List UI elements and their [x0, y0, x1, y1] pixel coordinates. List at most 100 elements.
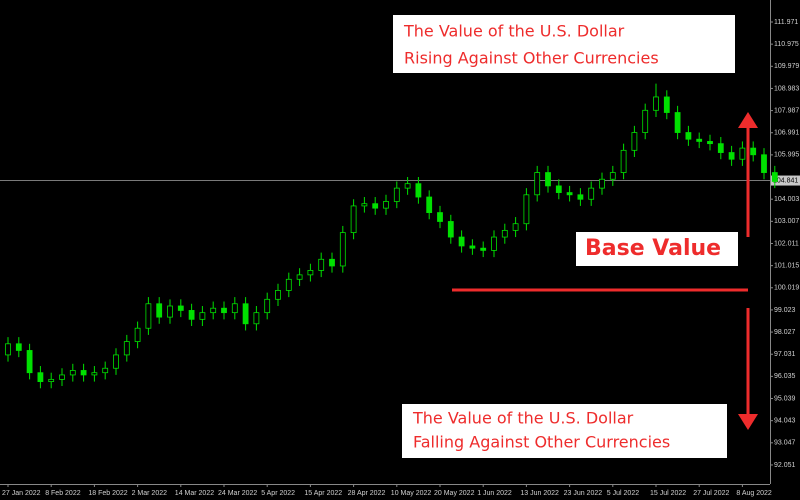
annotation-text: Falling Against Other Currencies: [413, 433, 670, 452]
candle-body: [307, 270, 314, 276]
candle-body: [48, 378, 55, 382]
candle-body: [415, 183, 422, 198]
annotation-box: [402, 404, 727, 458]
candle-body: [231, 303, 238, 314]
candle-body: [296, 274, 303, 280]
candle-body: [696, 138, 703, 142]
candle-body: [91, 372, 98, 376]
annotations: The Value of the U.S. Dollar Rising Agai…: [393, 15, 758, 458]
arrow-head: [738, 414, 758, 430]
x-tick-label: 28 Apr 2022: [348, 490, 386, 497]
candle-body: [728, 152, 735, 160]
candle-body: [102, 367, 109, 374]
x-tick-label: 5 Apr 2022: [261, 490, 295, 497]
candle-body: [113, 354, 119, 369]
candle-body: [350, 205, 357, 234]
candle-body: [167, 305, 173, 318]
candle-body: [566, 192, 573, 196]
candle-body: [653, 96, 659, 111]
candle-body: [771, 172, 778, 182]
candle-body: [761, 154, 767, 173]
candle-body: [609, 172, 616, 180]
x-tick-label: 27 Jul 2022: [693, 490, 729, 497]
y-tick-label: 105.995: [774, 152, 799, 159]
y-tick-label: 101.015: [774, 262, 799, 269]
candle-body: [447, 221, 454, 238]
y-tick-label: 95.039: [774, 395, 796, 402]
x-tick-label: 5 Jul 2022: [607, 490, 639, 497]
candle-body: [437, 212, 443, 222]
x-tick-label: 15 Apr 2022: [304, 490, 342, 497]
candle-body: [188, 310, 195, 320]
candle-body: [663, 96, 670, 113]
candle-body: [134, 327, 141, 342]
y-tick-label: 104.003: [774, 196, 799, 203]
y-tick-label: 103.007: [774, 218, 799, 225]
candle-body: [5, 343, 11, 356]
candle-body: [545, 172, 551, 187]
candle-body: [426, 196, 433, 213]
y-tick-label: 94.043: [774, 418, 796, 425]
candle-body: [221, 307, 227, 314]
x-tick-label: 2 Mar 2022: [132, 490, 168, 497]
annotation-text: The Value of the U.S. Dollar: [403, 22, 625, 41]
y-tick-label: 106.991: [774, 130, 799, 137]
candle-body: [15, 343, 22, 351]
candle-body: [685, 132, 692, 140]
y-tick-label: 98.027: [774, 329, 796, 336]
candle-body: [339, 232, 346, 267]
candle-body: [285, 278, 292, 291]
y-tick-label: 92.051: [774, 462, 796, 469]
current-price-box: [771, 175, 800, 186]
candle-body: [501, 229, 508, 238]
x-tick-label: 14 Mar 2022: [175, 490, 214, 497]
candle-body: [393, 187, 400, 202]
current-price-label: 104.841: [773, 177, 798, 184]
candle-body: [512, 223, 519, 231]
candle-body: [491, 236, 497, 251]
candle-body: [523, 194, 530, 225]
x-tick-label: 1 Jun 2022: [477, 490, 512, 497]
x-tick-label: 24 Mar 2022: [218, 490, 257, 497]
x-tick-label: 15 Jul 2022: [650, 490, 686, 497]
candle-body: [210, 307, 217, 314]
candle-body: [253, 312, 260, 325]
candle-body: [707, 141, 713, 145]
y-tick-label: 100.019: [774, 285, 799, 292]
x-tick-label: 10 May 2022: [391, 490, 432, 497]
annotation-box: [576, 232, 738, 266]
x-tick-label: 18 Feb 2022: [88, 490, 127, 497]
y-tick-label: 109.979: [774, 63, 799, 70]
candle-body: [242, 303, 249, 325]
candle-body: [361, 203, 368, 207]
y-tick-label: 111.971: [774, 19, 798, 26]
candle-body: [555, 185, 562, 193]
y-tick-label: 96.035: [774, 373, 796, 380]
candle-body: [599, 178, 605, 189]
candle-body: [577, 194, 584, 200]
candle-body: [674, 112, 681, 133]
candle-body: [156, 303, 163, 318]
annotation-box: [393, 15, 735, 73]
candle-body: [80, 370, 87, 376]
candle-body: [199, 312, 206, 320]
annotation-text: The Value of the U.S. Dollar: [412, 409, 634, 428]
annotation-text: Rising Against Other Currencies: [404, 49, 659, 68]
plot-area: 111.971 110.975 109.979 108.983 107.987 106.9…: [0, 19, 800, 497]
y-tick-label: 97.031: [774, 351, 796, 358]
candle-body: [123, 341, 130, 356]
candle-body: [372, 203, 379, 209]
y-tick-label: 107.987: [774, 107, 799, 114]
candle-body: [329, 258, 335, 267]
x-tick-label: 23 Jun 2022: [564, 490, 603, 497]
candle-body: [404, 183, 411, 189]
candle-body: [59, 374, 65, 380]
candle-body: [480, 247, 487, 251]
candle-body: [717, 143, 724, 153]
x-tick-label: 27 Jan 2022: [2, 490, 41, 497]
y-tick-label: 110.975: [774, 41, 799, 48]
candle-body: [642, 109, 649, 133]
candle-body: [26, 350, 33, 374]
candle-body: [264, 298, 271, 314]
